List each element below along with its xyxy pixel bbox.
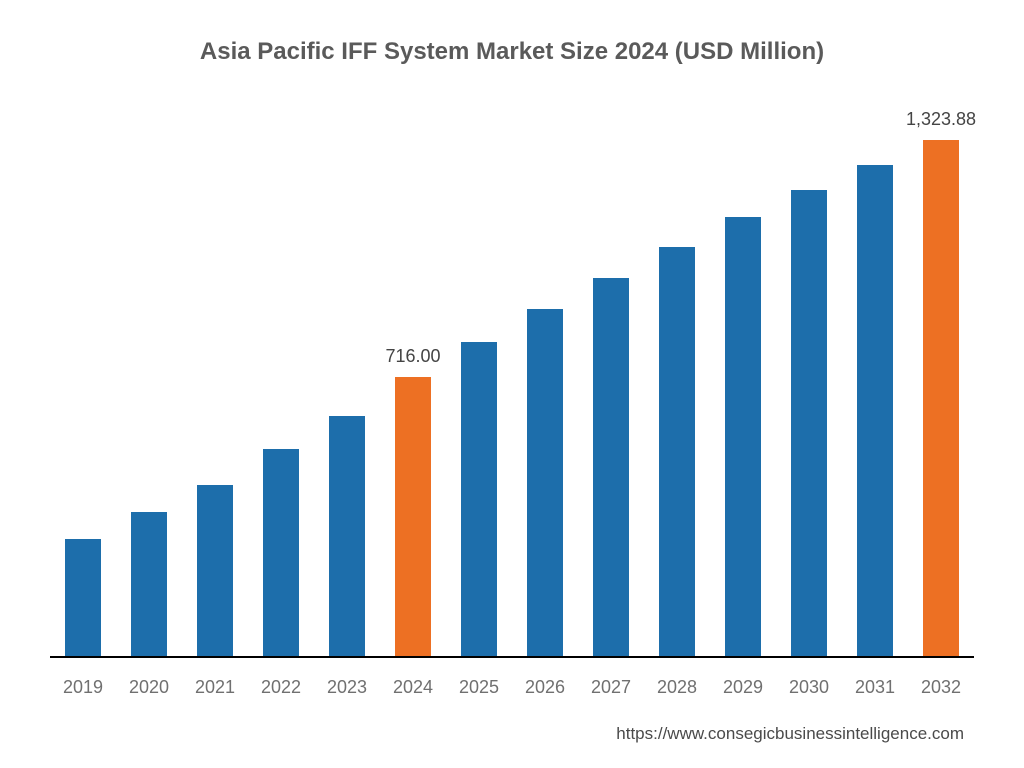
bar <box>263 449 299 656</box>
bar-slot <box>446 110 512 656</box>
bar-slot <box>512 110 578 656</box>
x-axis-line <box>50 656 974 658</box>
x-axis-label: 2020 <box>116 677 182 698</box>
bar <box>329 416 365 656</box>
bar <box>923 140 959 656</box>
bar-slot <box>578 110 644 656</box>
bar-slot: 716.00 <box>380 110 446 656</box>
bar <box>857 165 893 656</box>
bar <box>131 512 167 656</box>
x-axis-label: 2025 <box>446 677 512 698</box>
x-axis-label: 2030 <box>776 677 842 698</box>
bar-value-label: 1,323.88 <box>906 109 976 130</box>
x-axis-label: 2031 <box>842 677 908 698</box>
bar-slot <box>314 110 380 656</box>
bar-slot <box>644 110 710 656</box>
bar-slot <box>50 110 116 656</box>
bar-slot <box>182 110 248 656</box>
bar <box>197 485 233 656</box>
bar-slot <box>116 110 182 656</box>
bar-slot: 1,323.88 <box>908 110 974 656</box>
bar <box>461 342 497 656</box>
x-axis-label: 2027 <box>578 677 644 698</box>
x-axis-label: 2029 <box>710 677 776 698</box>
bar-value-label: 716.00 <box>385 346 440 367</box>
x-axis-label: 2024 <box>380 677 446 698</box>
bar-slot <box>842 110 908 656</box>
x-axis-label: 2022 <box>248 677 314 698</box>
bar <box>65 539 101 656</box>
x-axis-label: 2021 <box>182 677 248 698</box>
x-axis-label: 2028 <box>644 677 710 698</box>
bars-container: 716.00 1,323.88 <box>50 110 974 656</box>
bar-slot <box>710 110 776 656</box>
bar-slot <box>776 110 842 656</box>
bar <box>725 217 761 656</box>
source-url: https://www.consegicbusinessintelligence… <box>616 724 964 744</box>
bar <box>593 278 629 656</box>
bar-slot <box>248 110 314 656</box>
bar <box>527 309 563 656</box>
x-axis-label: 2019 <box>50 677 116 698</box>
bar <box>659 247 695 657</box>
x-axis-label: 2026 <box>512 677 578 698</box>
bar <box>791 190 827 656</box>
x-axis-label: 2023 <box>314 677 380 698</box>
bar <box>395 377 431 656</box>
chart-plot-area: 716.00 1,323.88 <box>50 110 974 658</box>
chart-title: Asia Pacific IFF System Market Size 2024… <box>0 0 1024 66</box>
x-axis-labels: 2019202020212022202320242025202620272028… <box>50 677 974 698</box>
x-axis-label: 2032 <box>908 677 974 698</box>
